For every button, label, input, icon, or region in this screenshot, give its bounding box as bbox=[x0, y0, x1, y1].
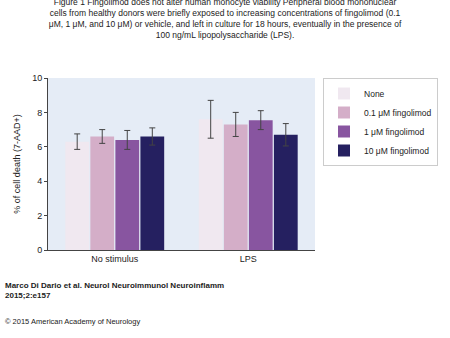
svg-text:0.1 μM fingolimod: 0.1 μM fingolimod bbox=[364, 108, 432, 118]
svg-text:Marco Di Dario et al. Neurol N: Marco Di Dario et al. Neurol Neuroimmuno… bbox=[5, 281, 224, 300]
svg-text:1 μM fingolimod: 1 μM fingolimod bbox=[364, 127, 424, 137]
svg-text:8: 8 bbox=[37, 108, 42, 118]
svg-text:10 μM fingolimod: 10 μM fingolimod bbox=[364, 146, 429, 156]
svg-text:None: None bbox=[364, 89, 385, 99]
svg-text:10: 10 bbox=[32, 73, 42, 83]
svg-text:0: 0 bbox=[37, 245, 42, 255]
svg-text:6: 6 bbox=[37, 142, 42, 152]
svg-text:© 2015 American Academy of Neu: © 2015 American Academy of Neurology bbox=[5, 317, 140, 326]
svg-text:Figure 1 Fingolimod does not a: Figure 1 Fingolimod does not alter human… bbox=[49, 0, 402, 40]
svg-text:4: 4 bbox=[37, 176, 42, 186]
svg-text:2: 2 bbox=[37, 211, 42, 221]
svg-text:% of cell death (7-AAD+): % of cell death (7-AAD+) bbox=[12, 114, 22, 213]
svg-text:No stimulus: No stimulus bbox=[91, 254, 139, 264]
svg-text:LPS: LPS bbox=[240, 254, 257, 264]
